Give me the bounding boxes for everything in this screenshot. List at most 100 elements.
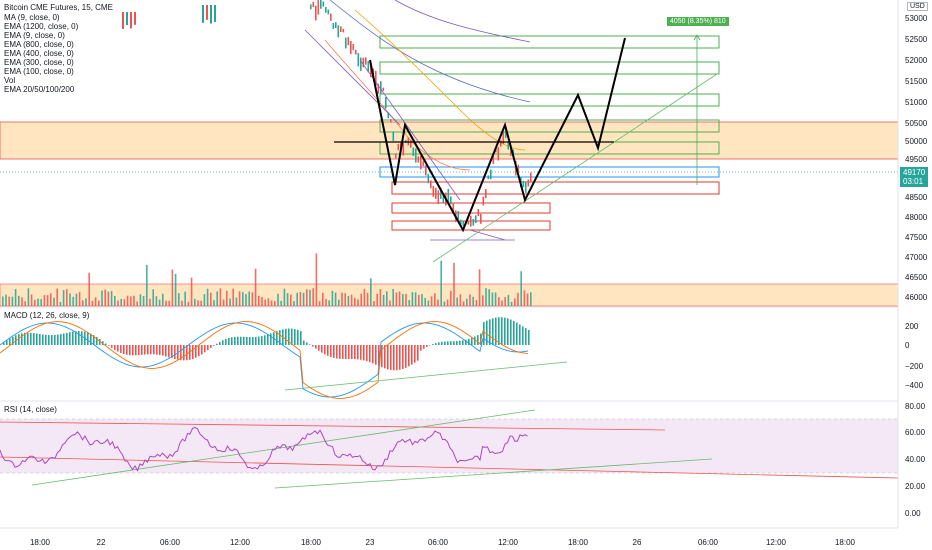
volume-bar [133,295,135,306]
macd-bar [267,334,269,345]
indicator-legend-item[interactable]: EMA (300, close, 0) [4,58,74,67]
volume-bars [2,253,532,306]
channel-upper [304,29,401,126]
macd-bar [387,345,389,370]
indicator-legend-item[interactable]: MA (9, close, 0) [4,13,60,22]
indicator-legend-item[interactable]: Vol [4,76,16,85]
candle [322,1,325,7]
volume-bar [187,301,190,306]
macd-bar [261,336,263,345]
candle [357,53,360,67]
currency-badge[interactable]: USD [907,2,928,11]
candle [435,187,437,199]
volume-bar [120,298,122,306]
volume-bar [299,292,302,306]
macd-bar [48,335,50,345]
indicator-legend-item[interactable]: EMA (400, close, 0) [4,49,74,58]
volume-bar [162,293,164,306]
candle [470,215,472,227]
macd-bar [453,341,455,345]
volume-bar [456,297,458,306]
volume-bar [94,297,97,306]
candle [355,49,357,55]
volume-bar [142,295,145,306]
volume-bar [488,289,490,306]
volume-bar [510,301,513,306]
candle [126,12,128,26]
volume-bar [494,292,497,306]
macd-bar [108,345,110,346]
bar-countdown: 03:01 [903,177,924,186]
indicator-legend-item[interactable]: EMA (1200, close, 0) [4,22,79,31]
time-tick: 06:00 [427,538,449,547]
indicator-legend-item[interactable]: EMA 20/50/100/200 [4,85,75,94]
macd-bar [198,345,200,357]
macd-bar [384,345,386,369]
candle [352,43,355,51]
candle [395,153,397,159]
volume-bar [482,295,484,306]
macd-bar [60,334,62,345]
macd-bar [36,333,38,345]
macd-bar [390,345,392,370]
volume-bar [402,293,404,306]
macd-bar [156,345,158,355]
macd-bar [216,343,218,345]
volume-bar [82,300,84,306]
time-tick: 26 [632,538,642,547]
candles [122,0,532,227]
volume-bar [302,292,305,306]
price-tick: 50500 [905,119,928,128]
volume-bar [344,293,346,306]
candle [482,196,485,206]
macd-bar [219,341,221,345]
current-price-value: 49170 [903,168,926,177]
volume-bar [219,288,222,306]
volume-bar [389,300,391,306]
volume-bar [386,291,388,306]
volume-bar [258,295,260,306]
candle [490,169,492,180]
macd-bar [165,345,167,357]
candle [460,219,462,225]
macd-bar [378,345,380,366]
macd-bar [93,335,95,345]
volume-bar [296,292,298,306]
candle [330,13,332,21]
volume-bar [322,292,324,306]
macd-bar [171,345,173,359]
indicator-legend-item[interactable]: EMA (800, close, 0) [4,40,74,49]
candle [202,5,204,23]
macd-bar [405,345,407,368]
macd-bar [174,345,176,359]
entry-box [379,166,720,178]
indicator-legend-item[interactable]: EMA (100, close, 0) [4,67,74,76]
rsi-green-lower [274,458,713,489]
macd-bar [345,345,347,360]
volume-bar [117,300,119,306]
macd-bar [297,329,299,345]
ema-800-line [329,0,531,103]
macd-bar [483,322,485,345]
macd-bar [318,345,320,351]
macd-bar [138,345,140,356]
indicator-legend-item[interactable]: EMA (9, close, 0) [4,31,65,40]
macd-bar [492,318,494,345]
candle [370,62,372,78]
macd-bar [456,341,458,345]
macd-bar [309,344,311,345]
volume-bar [104,289,106,306]
support-trendline [432,73,718,263]
macd-bar [270,333,272,345]
candle [417,156,420,163]
macd-bar [444,341,446,345]
candle [500,140,502,147]
volume-bar [245,294,247,306]
volume-bar [446,299,449,306]
volume-bar [171,269,174,306]
macd-bar [414,345,416,363]
volume-bar [440,260,442,306]
candle [375,70,377,86]
candle [510,148,512,156]
